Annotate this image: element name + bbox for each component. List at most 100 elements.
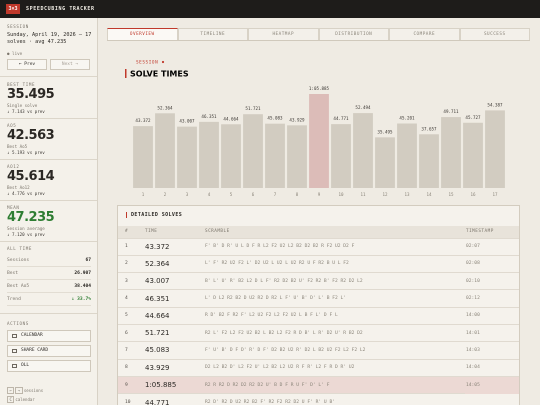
stat-delta: ↓ 7.143 vs prev <box>7 109 45 114</box>
table-row: 9 1:05.885 R2 R R2 D R2 D2 R2 D2 U' B D F … <box>118 375 519 394</box>
tab[interactable]: OVERVIEW <box>107 28 178 40</box>
cell: 7 <box>118 341 144 360</box>
bar <box>265 123 285 188</box>
cell: 43.929 <box>144 358 204 377</box>
x-tick-label: 5 <box>230 192 233 197</box>
top-bar: 3×3 SPEEDCUBING TRACKER <box>0 0 540 18</box>
cell: 4 <box>118 289 144 308</box>
all-time-row: Best 26.907 <box>7 271 91 280</box>
all-time-label: Trend <box>7 297 21 302</box>
cell: 43.372 <box>144 237 204 256</box>
cell: R D' B2 F R2 F' L2 U2 F2 L2 F2 U2 L B F … <box>204 306 465 325</box>
action-button[interactable]: OLL <box>7 360 91 372</box>
bar <box>441 117 461 188</box>
x-tick-label: 9 <box>318 192 321 197</box>
cell: 5 <box>118 306 144 325</box>
bar <box>485 110 505 188</box>
value-label: 49.711 <box>443 109 459 114</box>
cell: 10 <box>118 393 144 405</box>
value-label: 45.201 <box>399 116 415 121</box>
stat-value: 35.495 <box>7 87 55 102</box>
all-time-value: 26.907 <box>74 271 91 276</box>
next-button[interactable]: Next → <box>50 59 90 70</box>
cell: 3 <box>118 272 144 290</box>
x-tick-label: 16 <box>470 192 476 197</box>
cell: 44.771 <box>144 393 204 405</box>
cell: 02:07 <box>465 237 519 256</box>
value-label: 44.771 <box>333 116 349 121</box>
action-button[interactable]: CALENDAR <box>7 330 91 342</box>
all-time-label: ALL TIME <box>7 246 32 251</box>
cell: L' F' R2 U2 F2 L' D2 U2 L U2 L U2 R2 U F… <box>204 254 465 273</box>
stat-caption: Best Ao12 <box>7 185 30 190</box>
bar <box>375 137 395 188</box>
prev-button[interactable]: ← Prev <box>7 59 47 70</box>
x-tick-label: 4 <box>208 192 211 197</box>
tab[interactable]: TIMELINE <box>177 28 248 40</box>
cell: 46.351 <box>144 289 204 308</box>
x-tick-label: 17 <box>492 192 498 197</box>
bar <box>155 113 175 188</box>
stat-value: 47.235 <box>7 210 55 225</box>
cell: 8 <box>118 358 144 377</box>
shortcut-label: calendar <box>15 397 35 402</box>
stat-label: BEST TIME <box>7 82 36 87</box>
cell: B' L' U' R' B2 L2 D L F' R2 D2 B2 U' F2 … <box>204 272 465 290</box>
cell: 1:05.885 <box>144 375 204 394</box>
cell: 02:12 <box>465 289 519 308</box>
x-tick-label: 10 <box>338 192 344 197</box>
x-tick-label: 1 <box>142 192 145 197</box>
column-header: SCRAMBLE <box>204 226 465 238</box>
x-tick-label: 8 <box>296 192 299 197</box>
cell: R2 R R2 D R2 D2 R2 D2 U' B D F R U F' D'… <box>204 375 465 394</box>
cell: 14:03 <box>465 341 519 360</box>
cell: 2 <box>118 254 144 273</box>
bar <box>309 94 329 188</box>
table-row: 6 51.721 R2 L' F2 L2 F2 U2 B2 L B2 L2 F2 R… <box>118 323 519 342</box>
tab[interactable]: HEATMAP <box>248 28 319 40</box>
tab[interactable]: SUCCESS <box>459 28 530 40</box>
all-time-value: 67 <box>85 258 91 263</box>
status: ● live <box>7 51 23 56</box>
session-info: Sunday, April 19, 2026 — 17 solves · avg… <box>7 32 92 45</box>
bar <box>133 126 153 188</box>
bar <box>177 126 197 188</box>
cell: 52.364 <box>144 254 204 273</box>
table-row: 4 46.351 L' D L2 R2 B2 D U2 R2 D R2 L F' U… <box>118 289 519 308</box>
cell: 02:08 <box>465 254 519 273</box>
column-header: TIMESTAMP <box>465 226 519 238</box>
all-time-value: 38.404 <box>74 284 91 289</box>
bar <box>353 113 373 188</box>
cell: 44.664 <box>144 306 204 325</box>
x-tick-label: 7 <box>274 192 277 197</box>
tab[interactable]: COMPARE <box>389 28 460 40</box>
table-row: 2 52.364 L' F' R2 U2 F2 L' D2 U2 L U2 L U2… <box>118 254 519 273</box>
actions-label: ACTIONS <box>7 321 29 326</box>
value-label: 51.721 <box>245 106 261 111</box>
value-label: 54.387 <box>487 102 503 107</box>
solves-table: DETAILED SOLVES # TIME SCRAMBLE TIMESTAMP 1… <box>117 205 520 405</box>
all-time-row: Trend ↓ 33.7% <box>7 297 91 306</box>
all-time-label: Best <box>7 271 19 276</box>
column-header: TIME <box>144 226 204 238</box>
key: ← <box>7 387 15 394</box>
brand-title: SPEEDCUBING TRACKER <box>26 6 95 12</box>
action-button[interactable]: SHARE CARD <box>7 345 91 357</box>
stat-caption: Best Ao5 <box>7 144 28 149</box>
divider <box>0 118 97 119</box>
bar <box>397 123 417 188</box>
cell: R2 D' R2 D U2 R2 B2 F' R2 F2 R2 D2 U F' … <box>204 393 465 405</box>
tab[interactable]: DISTRIBUTION <box>318 28 389 40</box>
table-title: DETAILED SOLVES <box>126 212 182 218</box>
cell: 14:01 <box>465 323 519 342</box>
x-tick-label: 3 <box>186 192 189 197</box>
x-tick-label: 2 <box>164 192 167 197</box>
all-time-row: Sessions 67 <box>7 258 91 267</box>
icon <box>12 364 17 368</box>
x-tick-label: 13 <box>404 192 410 197</box>
cell: 14:04 <box>465 358 519 377</box>
x-tick-label: 14 <box>426 192 432 197</box>
key: → <box>15 387 23 394</box>
